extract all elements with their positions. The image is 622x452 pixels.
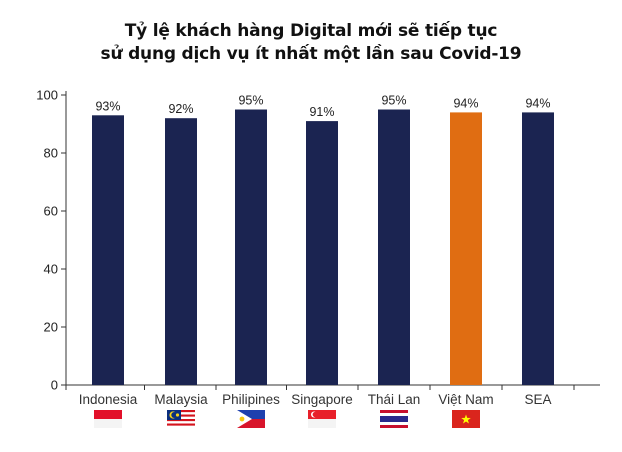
bar-việt-nam: [450, 112, 482, 386]
category-label: Việt Nam: [438, 392, 493, 407]
bar-thái-lan: [378, 109, 410, 385]
category-label: SEA: [524, 392, 551, 407]
data-label: 95%: [381, 94, 406, 108]
chart-title-line-1: Tỷ lệ khách hàng Digital mới sẽ tiếp tục: [124, 21, 498, 41]
philippines-flag: [237, 410, 265, 428]
y-tick-label: 100: [36, 88, 58, 103]
data-label: 91%: [309, 105, 334, 119]
data-label: 92%: [168, 102, 193, 116]
bar-sea: [522, 112, 554, 386]
indonesia-flag: [94, 410, 122, 428]
bar-singapore: [306, 121, 338, 385]
y-tick-label: 0: [51, 378, 58, 393]
vietnam-flag: [452, 410, 480, 428]
y-tick-label: 60: [44, 204, 58, 219]
y-tick-label: 80: [44, 146, 58, 161]
category-label: Indonesia: [79, 392, 138, 407]
thailand-flag: [380, 410, 408, 428]
data-label: 94%: [525, 96, 550, 110]
category-label: Philipines: [222, 392, 280, 407]
bar-malaysia: [165, 118, 197, 385]
data-label: 95%: [238, 94, 263, 108]
malaysia-flag: [167, 410, 195, 428]
category-label: Singapore: [291, 392, 353, 407]
bar-indonesia: [92, 115, 124, 386]
y-tick-label: 40: [44, 262, 58, 277]
y-tick-label: 20: [44, 320, 58, 335]
data-label: 94%: [453, 96, 478, 110]
singapore-flag: [308, 410, 336, 428]
chart-title-line-2: sử dụng dịch vụ ít nhất một lần sau Covi…: [100, 44, 522, 64]
data-label: 93%: [95, 99, 120, 113]
category-label: Malaysia: [154, 392, 208, 407]
bar-philipines: [235, 109, 267, 385]
category-label: Thái Lan: [368, 392, 421, 407]
